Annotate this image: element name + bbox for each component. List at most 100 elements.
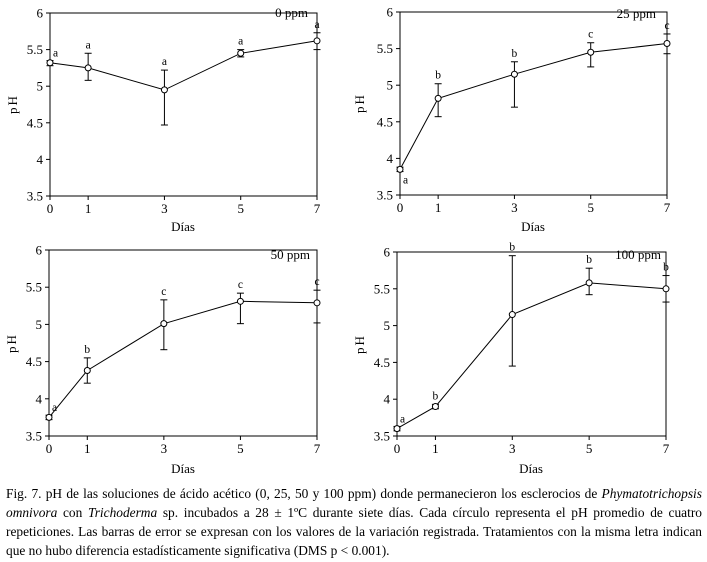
significance-letter: a [314, 19, 319, 31]
chart-panel-50ppm: 3.5 4 4.5 5 5.5 6 0 1 3 5 7 a b c c c 50 ppm Días pH [4, 243, 321, 477]
y-tick-label: 4.5 [374, 355, 390, 370]
significance-letter: b [435, 70, 441, 82]
y-tick-label: 6 [37, 6, 44, 21]
figure-caption: Fig. 7. pH de las soluciones de ácido ac… [6, 484, 702, 560]
significance-letter: c [238, 279, 243, 291]
y-tick-label: 3.5 [377, 188, 393, 203]
y-tick-label: 6 [36, 243, 43, 258]
caption-text-1: pH de las soluciones de ácido acético (0… [45, 486, 598, 501]
x-tick-label: 3 [511, 200, 518, 215]
data-point [84, 64, 92, 72]
significance-letter: a [162, 56, 167, 68]
y-tick-label: 3.5 [27, 189, 43, 204]
x-tick-label: 1 [85, 201, 92, 216]
data-point [160, 86, 168, 94]
caption-species-2: Trichoderma [87, 505, 158, 520]
data-point [237, 49, 245, 57]
y-tick-label: 4 [36, 391, 43, 406]
significance-letter: a [403, 175, 408, 187]
caption-fig-label: Fig. 7. [6, 486, 42, 501]
caption-species-1: Phymatotrichopsis omnivora [6, 486, 702, 520]
x-tick-label: 0 [397, 200, 404, 215]
y-tick-label: 5.5 [374, 281, 390, 296]
x-axis-label: Días [171, 219, 195, 234]
x-tick-label: 1 [84, 441, 91, 456]
y-tick-label: 4.5 [27, 115, 43, 130]
chart-panel-25ppm: 3.5 4 4.5 5 5.5 6 0 1 3 5 7 a b b c c 25 ppm Días pH [352, 5, 671, 235]
y-tick-label: 4 [384, 392, 391, 407]
data-point [393, 425, 401, 433]
panel-title: 25 ppm [617, 6, 656, 21]
y-tick-label: 4.5 [377, 114, 393, 129]
plot-frame [396, 251, 667, 437]
data-point [663, 39, 671, 47]
series-line [399, 43, 668, 170]
y-tick-label: 4 [387, 151, 394, 166]
significance-letter: b [509, 242, 515, 254]
data-point [46, 59, 54, 67]
x-tick-label: 7 [663, 441, 670, 456]
data-point [236, 297, 244, 305]
significance-letter: c [588, 29, 593, 41]
data-point [434, 94, 442, 102]
data-point [662, 285, 670, 293]
series-line [48, 300, 318, 418]
x-tick-label: 0 [394, 441, 401, 456]
y-tick-label: 6 [384, 245, 391, 260]
panel-title: 50 ppm [271, 247, 310, 262]
x-tick-label: 3 [509, 441, 516, 456]
significance-letter: a [400, 413, 405, 425]
figure-panels: 3.5 4 4.5 5 5.5 6 0 1 3 5 7 a a a a a 0 ppm Días pH 3.5 4 4.5… [4, 5, 671, 477]
y-tick-label: 5.5 [26, 280, 42, 295]
significance-letter: b [512, 48, 518, 60]
data-point [508, 311, 516, 319]
y-tick-label: 5 [36, 317, 43, 332]
x-tick-label: 3 [161, 441, 168, 456]
x-tick-label: 5 [587, 200, 594, 215]
plot-frame [399, 11, 668, 196]
x-axis-label: Días [171, 461, 195, 476]
data-point [587, 48, 595, 56]
panel-title: 100 ppm [615, 247, 661, 262]
significance-letter: b [586, 254, 592, 266]
significance-letter: a [53, 48, 58, 60]
y-tick-label: 5 [37, 79, 44, 94]
y-tick-label: 5.5 [377, 41, 393, 56]
x-tick-label: 1 [435, 200, 442, 215]
panel-title: 0 ppm [275, 5, 308, 20]
y-tick-label: 4 [37, 152, 44, 167]
data-point [431, 403, 439, 411]
data-point [160, 320, 168, 328]
y-tick-label: 4.5 [26, 354, 42, 369]
x-tick-label: 7 [664, 200, 671, 215]
x-tick-label: 1 [432, 441, 439, 456]
significance-letter: b [84, 344, 90, 356]
data-point [510, 70, 518, 78]
significance-letter: c [314, 276, 319, 288]
x-tick-label: 7 [314, 441, 321, 456]
data-point [83, 367, 91, 375]
caption-text-3: sp. incubados a 28 ± 1ºC durante siete d… [6, 505, 702, 558]
x-tick-label: 0 [47, 201, 54, 216]
data-point [396, 165, 404, 173]
plot-frame [48, 249, 318, 437]
y-axis-label: pH [352, 334, 367, 354]
significance-letter: a [238, 36, 243, 48]
x-tick-label: 5 [237, 441, 244, 456]
caption-text-2: con [62, 505, 83, 520]
x-axis-label: Días [521, 219, 545, 234]
y-axis-label: pH [5, 94, 20, 114]
data-point [585, 279, 593, 287]
significance-letter: b [663, 262, 669, 274]
x-tick-label: 5 [586, 441, 593, 456]
x-axis-label: Días [519, 461, 543, 476]
x-tick-label: 3 [161, 201, 168, 216]
significance-letter: a [52, 402, 57, 414]
significance-letter: b [433, 390, 439, 402]
y-axis-label: pH [4, 333, 19, 353]
x-tick-label: 7 [314, 201, 321, 216]
y-tick-label: 5 [387, 78, 394, 93]
data-point [313, 299, 321, 307]
x-tick-label: 0 [46, 441, 53, 456]
significance-letter: a [86, 39, 91, 51]
